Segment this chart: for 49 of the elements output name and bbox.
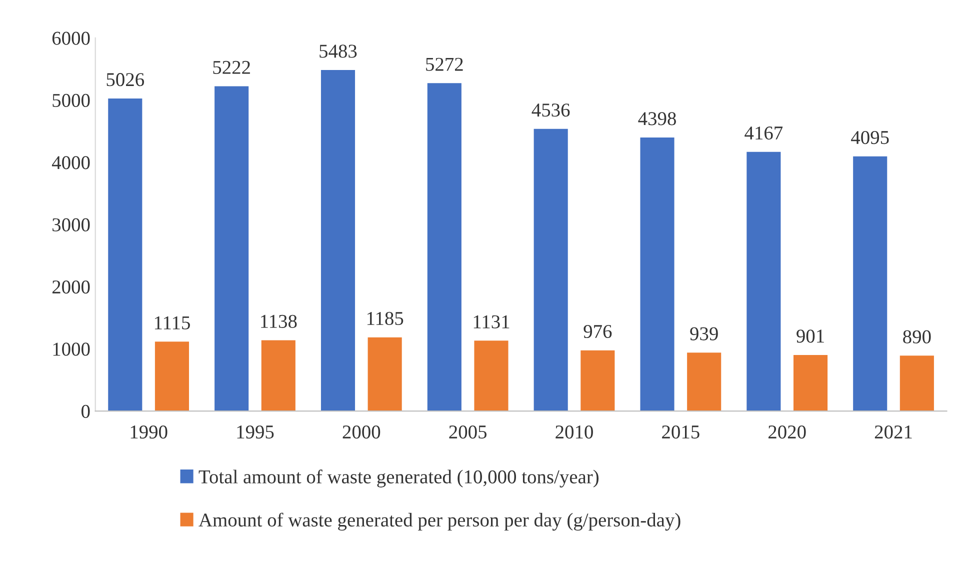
legend-label: Total amount of waste generated (10,000 tons/year) — [198, 470, 599, 488]
data-label: 5272 — [426, 58, 463, 71]
bar — [900, 356, 934, 412]
x-tick-label: 2005 — [449, 425, 487, 439]
bar — [687, 352, 722, 412]
bar — [261, 340, 296, 412]
data-label: 939 — [690, 327, 718, 340]
data-label: 901 — [796, 330, 824, 343]
data-label: 1185 — [367, 312, 404, 326]
data-label: 890 — [903, 330, 931, 344]
bar — [368, 337, 402, 412]
data-label: 4398 — [638, 112, 676, 126]
x-tick-label: 2015 — [662, 425, 700, 439]
y-tick-label: 5000 — [52, 94, 90, 108]
y-tick-label: 0 — [82, 404, 90, 418]
data-label: 976 — [584, 324, 612, 338]
bar — [427, 83, 462, 412]
bar — [793, 354, 828, 412]
bar — [746, 152, 781, 412]
y-tick-label: 4000 — [52, 156, 90, 170]
bar — [580, 350, 615, 412]
data-label: 4095 — [851, 130, 889, 144]
y-tick-label: 2000 — [52, 280, 90, 294]
x-tick-label: 1995 — [237, 426, 274, 439]
data-label: 1115 — [154, 316, 190, 330]
data-label: 1131 — [474, 315, 510, 328]
legend-label: Amount of waste generated per person per day (g/person-day) — [198, 512, 680, 531]
bar — [154, 342, 190, 412]
data-label: 5026 — [106, 73, 144, 86]
x-tick-label: 2020 — [768, 425, 806, 439]
bar — [320, 70, 356, 412]
y-tick-label: 3000 — [52, 218, 90, 232]
bar — [214, 86, 249, 412]
y-tick-label: 6000 — [52, 32, 90, 45]
data-label: 4167 — [744, 126, 783, 140]
data-label: 5483 — [320, 44, 357, 58]
bar — [474, 340, 508, 412]
x-tick-label: 2010 — [556, 425, 593, 439]
data-label: 1138 — [261, 314, 297, 328]
data-label: 4536 — [532, 104, 570, 117]
bar — [534, 128, 568, 412]
x-tick-label: 1990 — [130, 425, 168, 439]
x-tick-label: 2000 — [342, 425, 380, 439]
y-tick-label: 1000 — [53, 342, 90, 356]
bar — [853, 156, 888, 412]
x-tick-label: 2021 — [874, 425, 912, 439]
bar — [108, 98, 142, 412]
bar — [640, 138, 674, 412]
data-label: 5222 — [213, 60, 250, 74]
